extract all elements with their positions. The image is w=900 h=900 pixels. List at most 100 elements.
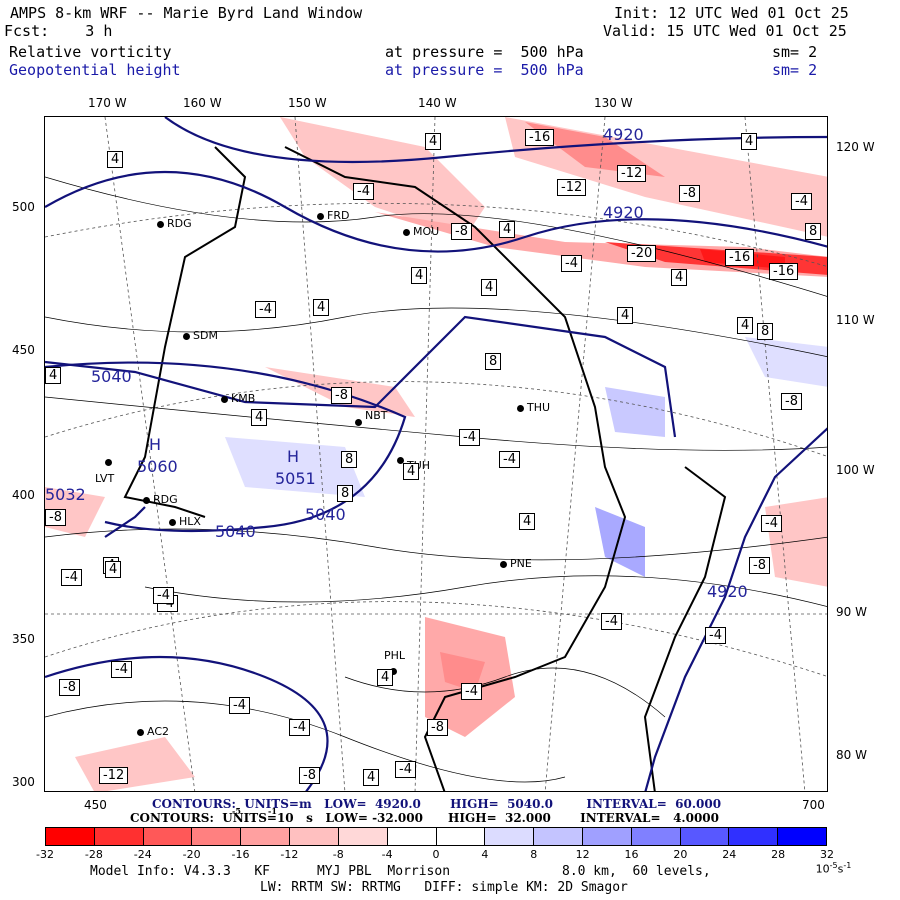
vort-label: 4 [411, 267, 428, 284]
station-dot [183, 333, 190, 340]
station-label: AC2 [147, 725, 170, 738]
y-tick-500: 500 [12, 200, 35, 214]
legend-swatch [485, 828, 535, 845]
lon-label-110w: 110 W [836, 313, 875, 327]
station-dot [317, 213, 324, 220]
station-label: PHL [384, 649, 406, 662]
vort-label: 4 [481, 279, 498, 296]
legend-swatch [729, 828, 779, 845]
vort-label: -4 [61, 569, 82, 586]
vort-label: 4 [617, 307, 634, 324]
vort-label: -4 [705, 627, 726, 644]
forecast-hour: Fcst: 3 h [4, 22, 113, 40]
model-info: Model Info: V4.3.3 KF MYJ PBL Morrison [90, 864, 451, 879]
height-label: 5040 [305, 505, 346, 524]
vort-units-s-exponent: -1 [268, 806, 277, 816]
lon-label-120w: 120 W [836, 140, 875, 154]
station-label: LVT [95, 472, 115, 485]
vort-label: 4 [377, 669, 394, 686]
legend-swatch [290, 828, 339, 845]
legend-tick-label: 12 [575, 848, 590, 861]
lon-label-100w: 100 W [836, 463, 875, 477]
legend-tick-label: 0 [432, 848, 440, 861]
station-dot [355, 419, 362, 426]
legend-swatch [680, 828, 730, 845]
title: AMPS 8-km WRF -- Marie Byrd Land Window [10, 4, 363, 22]
vort-label: -8 [781, 393, 802, 410]
legend-tick-label: -20 [182, 848, 201, 861]
y-tick-450: 450 [12, 343, 35, 357]
lon-label-150w: 150 W [288, 96, 327, 110]
legend-tick-label: 16 [624, 848, 639, 861]
vort-label: -8 [451, 223, 472, 240]
vort-label: 4 [107, 151, 124, 168]
legend-swatch [46, 828, 95, 845]
station-label: HLX [179, 515, 201, 528]
legend-units-exp: -5 [829, 861, 838, 870]
vort-label: 4 [499, 221, 516, 238]
legend-swatch [387, 828, 437, 845]
legend-tick-label: -12 [280, 848, 299, 861]
lon-label-90w: 90 W [836, 605, 867, 619]
lon-label-160w: 160 W [183, 96, 222, 110]
legend-units: 10-5s-1 [809, 848, 852, 876]
lon-label-140w: 140 W [418, 96, 457, 110]
vort-units-exponent: -5 [232, 806, 241, 816]
station-label: RDG [167, 217, 192, 230]
legend-swatch [143, 828, 193, 845]
vort-label: -12 [99, 767, 129, 784]
y-tick-400: 400 [12, 488, 35, 502]
field2-level: at pressure = 500 hPa [385, 61, 584, 79]
vort-label: -20 [627, 245, 657, 262]
legend-units-base: 10 [815, 862, 830, 876]
height-contour-info: CONTOURS: UNITS=m LOW= 4920.0 HIGH= 5040… [152, 797, 722, 811]
station-dot [390, 668, 397, 675]
vort-label: -4 [289, 719, 310, 736]
legend-swatch [582, 828, 632, 845]
vort-label: -8 [427, 719, 448, 736]
legend-swatch [338, 828, 388, 845]
vort-label: -16 [769, 263, 799, 280]
vort-label: 8 [485, 353, 502, 370]
legend-tick-label: -16 [231, 848, 250, 861]
vort-label: -12 [617, 165, 647, 182]
legend-swatch [436, 828, 486, 845]
height-label: 5040 [91, 367, 132, 386]
height-label: 4920 [603, 203, 644, 222]
vort-label: 4 [425, 133, 442, 150]
station-label: NBT [365, 409, 388, 422]
field2-sm: sm= 2 [772, 61, 818, 79]
vort-label: 4 [403, 463, 420, 480]
station-dot [221, 396, 228, 403]
station-label: SDM [193, 329, 218, 342]
vort-label: -4 [255, 301, 276, 318]
high-marker: H [287, 447, 300, 466]
station-dot [500, 561, 507, 568]
field2-name: Geopotential height [9, 61, 181, 79]
station-dot [517, 405, 524, 412]
model-resolution: 8.0 km, 60 levels, [562, 864, 711, 879]
station-label: FRD [327, 209, 350, 222]
vort-label: -8 [749, 557, 770, 574]
legend-tick-label: 4 [481, 848, 489, 861]
vort-label: -4 [395, 761, 416, 778]
vort-label: 4 [363, 769, 380, 786]
legend-tick-label: 8 [530, 848, 538, 861]
station-label: THU [527, 401, 551, 414]
legend-swatch [778, 828, 826, 845]
model-physics: LW: RRTM SW: RRTMG DIFF: simple KM: 2D S… [260, 880, 628, 895]
color-legend-bar [45, 827, 827, 846]
station-label: RDG [153, 493, 178, 506]
legend-tick-label: -32 [36, 848, 54, 861]
station-dot [105, 459, 112, 466]
height-label: 5040 [215, 522, 256, 541]
legend-swatch [94, 828, 144, 845]
vorticity-shading [45, 117, 827, 791]
vort-label: -16 [525, 129, 555, 146]
y-tick-300: 300 [12, 775, 35, 789]
valid-time: Valid: 15 UTC Wed 01 Oct 25 [603, 22, 847, 40]
vort-label: 4 [45, 367, 62, 384]
y-tick-350: 350 [12, 632, 35, 646]
map-graphic [45, 117, 827, 791]
high-marker: H [149, 435, 162, 454]
